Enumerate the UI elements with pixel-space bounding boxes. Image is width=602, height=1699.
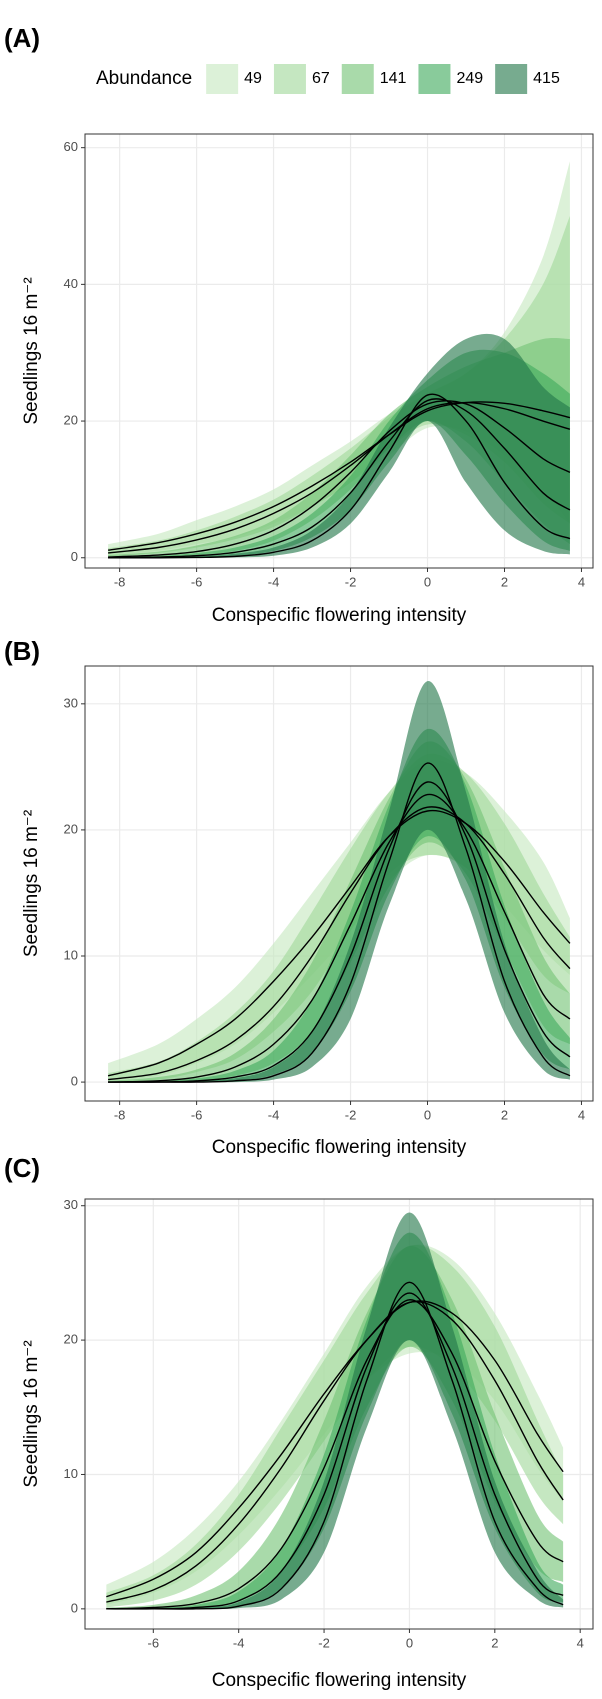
x-tick-label: -2 bbox=[318, 1635, 330, 1650]
y-tick-label: 20 bbox=[64, 821, 78, 836]
x-axis-title: Conspecific flowering intensity bbox=[212, 605, 467, 626]
x-tick-label: 0 bbox=[406, 1635, 413, 1650]
y-axis-title: Seedlings 16 m⁻² bbox=[21, 810, 42, 957]
y-tick-label: 10 bbox=[64, 947, 78, 962]
y-axis-title: Seedlings 16 m⁻² bbox=[21, 1340, 42, 1487]
mean-line bbox=[108, 398, 571, 559]
mean-line bbox=[108, 393, 571, 559]
y-tick-label: 0 bbox=[71, 1074, 78, 1089]
legend-swatch bbox=[273, 64, 306, 94]
panel: (A) 0 20 40 60 -8 -6 -4 -2 0 2 4 Conspecific floweri… bbox=[4, 23, 594, 626]
mean-line bbox=[108, 793, 571, 1083]
mean-line bbox=[108, 806, 571, 1081]
legend-label: 249 bbox=[456, 70, 483, 87]
plot-border bbox=[84, 665, 594, 1102]
y-tick-label: 0 bbox=[71, 1600, 78, 1615]
y-axis-title: Seedlings 16 m⁻² bbox=[21, 277, 42, 424]
mean-line bbox=[107, 809, 571, 1077]
mean-line bbox=[108, 762, 571, 1083]
x-axis-title: Conspecific flowering intensity bbox=[212, 1670, 467, 1691]
x-tick-label: -2 bbox=[345, 1107, 357, 1122]
x-tick-label: -6 bbox=[148, 1635, 160, 1650]
x-tick-label: -4 bbox=[268, 1107, 280, 1122]
y-tick-label: 40 bbox=[64, 276, 78, 291]
x-tick-label: -6 bbox=[191, 574, 203, 589]
y-tick-label: 30 bbox=[64, 695, 78, 710]
plot-border bbox=[84, 133, 594, 569]
legend-swatch bbox=[206, 64, 239, 94]
x-tick-label: 2 bbox=[501, 574, 508, 589]
x-tick-label: -4 bbox=[233, 1635, 245, 1650]
legend-title: Abundance bbox=[96, 68, 192, 89]
y-tick-label: 20 bbox=[64, 1332, 78, 1347]
legend-label: 67 bbox=[312, 70, 330, 87]
x-tick-label: 0 bbox=[424, 1107, 431, 1122]
mean-line bbox=[107, 401, 571, 551]
mean-line bbox=[108, 401, 571, 554]
mean-line bbox=[106, 1292, 564, 1610]
confidence-band bbox=[108, 333, 570, 558]
x-tick-label: -6 bbox=[191, 1107, 203, 1122]
panel: (C) 0 10 20 30 -6 -4 -2 0 2 4 Conspecific flowering… bbox=[4, 1153, 594, 1691]
y-tick-label: 0 bbox=[71, 549, 78, 564]
y-tick-label: 10 bbox=[64, 1466, 78, 1481]
confidence-band bbox=[108, 681, 570, 1083]
x-tick-label: -2 bbox=[345, 574, 357, 589]
panel-label: (C) bbox=[4, 1153, 40, 1183]
x-tick-label: 2 bbox=[501, 1107, 508, 1122]
x-tick-label: 4 bbox=[578, 1107, 585, 1122]
legend-swatch bbox=[418, 64, 451, 94]
x-tick-label: -8 bbox=[114, 1107, 126, 1122]
x-axis-title: Conspecific flowering intensity bbox=[212, 1137, 467, 1158]
y-tick-label: 60 bbox=[64, 139, 78, 154]
legend-label: 49 bbox=[244, 70, 262, 87]
legend-label: 415 bbox=[533, 70, 560, 87]
panel-label: (B) bbox=[4, 636, 40, 666]
mean-line bbox=[106, 1281, 564, 1610]
plot-border bbox=[84, 1198, 594, 1630]
legend-swatch bbox=[495, 64, 528, 94]
mean-line bbox=[106, 1299, 564, 1610]
x-tick-label: 4 bbox=[577, 1635, 584, 1650]
mean-line bbox=[106, 1300, 564, 1598]
panel-label: (A) bbox=[4, 23, 40, 53]
x-tick-label: 0 bbox=[424, 574, 431, 589]
y-tick-label: 20 bbox=[64, 412, 78, 427]
mean-line bbox=[108, 400, 571, 558]
legend-label: 141 bbox=[380, 70, 407, 87]
legend-swatch bbox=[341, 64, 374, 94]
mean-line bbox=[106, 1301, 564, 1603]
mean-line bbox=[108, 781, 571, 1083]
x-tick-label: -8 bbox=[114, 574, 126, 589]
x-tick-label: 2 bbox=[491, 1635, 498, 1650]
x-tick-label: -4 bbox=[268, 574, 280, 589]
x-tick-label: 4 bbox=[578, 574, 585, 589]
confidence-band bbox=[106, 1212, 564, 1610]
panel: (B) 0 10 20 30 -8 -6 -4 -2 0 2 4 Conspecific floweri… bbox=[4, 636, 594, 1158]
y-tick-label: 30 bbox=[64, 1197, 78, 1212]
